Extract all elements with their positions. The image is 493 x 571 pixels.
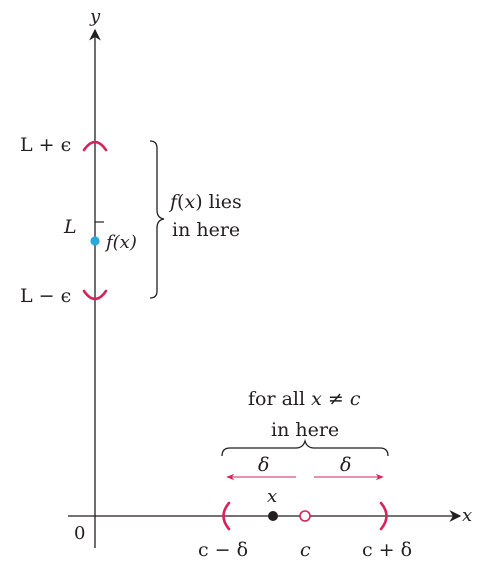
lower-epsilon-bracket xyxy=(82,289,108,301)
left-delta-bracket xyxy=(222,501,231,531)
fx-lies-label-line1: f(x) lies xyxy=(168,191,242,213)
for-all-label-line1: for all x ≠ c xyxy=(248,388,361,410)
fx-point xyxy=(90,236,100,246)
L-plus-epsilon-label: L + ϵ xyxy=(20,134,71,156)
x-axis-label: x xyxy=(462,505,472,526)
right-curly-brace xyxy=(149,140,165,299)
for-all-label-line2: in here xyxy=(271,419,339,441)
x-point xyxy=(268,511,278,521)
fx-label: f(x) xyxy=(104,232,137,253)
right-delta-label: δ xyxy=(340,454,351,476)
top-curly-brace xyxy=(221,438,389,457)
x-point-label: x xyxy=(267,486,277,507)
L-minus-epsilon-label: L − ϵ xyxy=(20,285,71,307)
c-minus-delta-label: c − δ xyxy=(198,539,248,561)
upper-epsilon-bracket xyxy=(82,140,108,152)
origin-label: 0 xyxy=(74,523,85,544)
c-label: c xyxy=(300,539,311,561)
c-open-point xyxy=(299,510,311,522)
L-label: L xyxy=(63,216,77,238)
right-delta-bracket xyxy=(379,501,388,531)
fx-lies-label-line2: in here xyxy=(172,219,240,241)
left-delta-label: δ xyxy=(258,454,269,476)
c-plus-delta-label: c + δ xyxy=(362,539,412,561)
y-axis-label: y xyxy=(89,6,101,27)
